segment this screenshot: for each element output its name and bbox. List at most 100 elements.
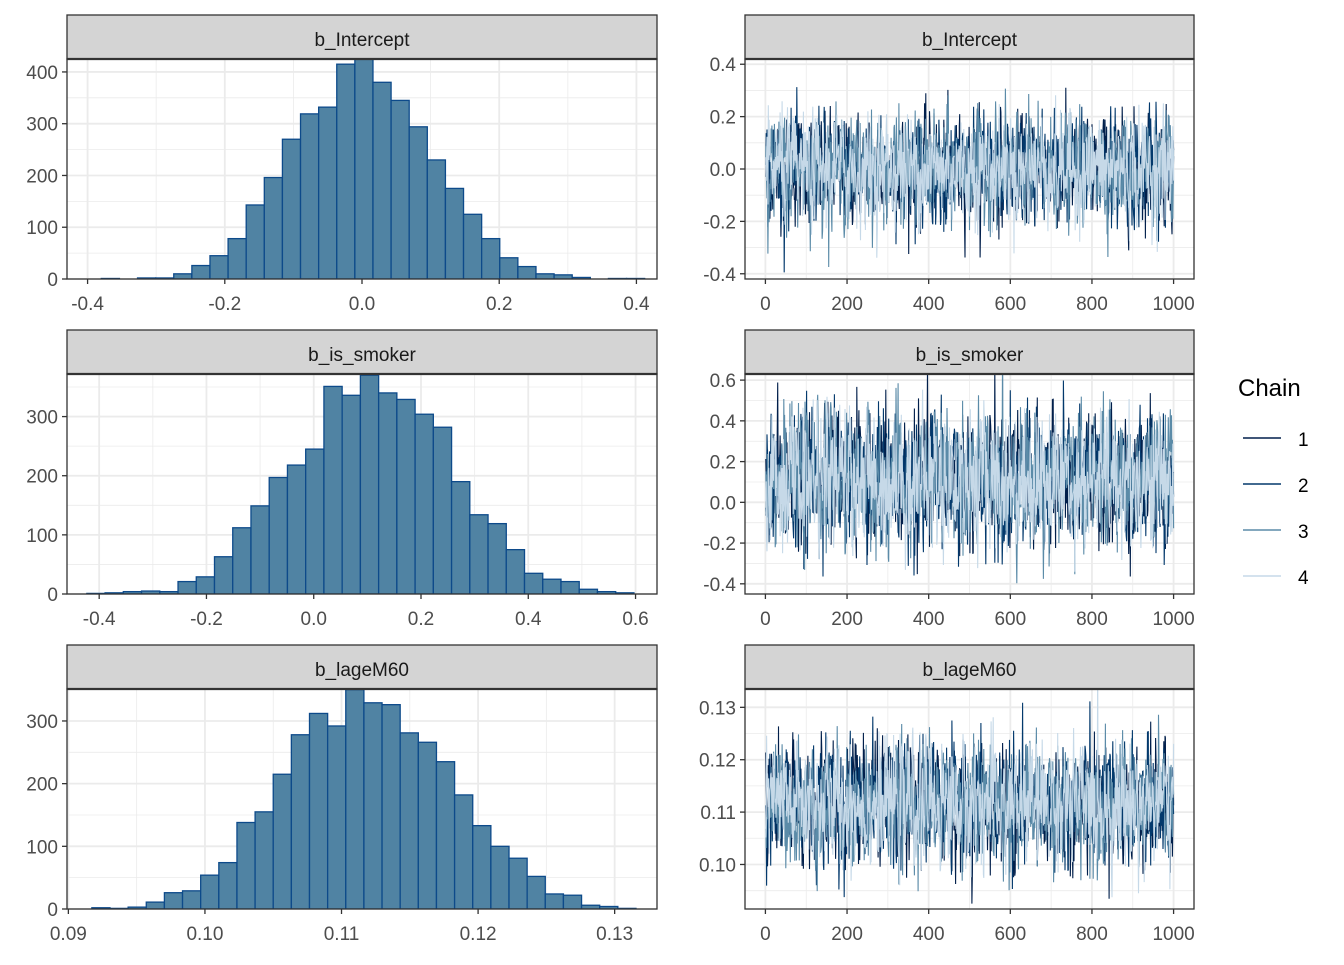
x-tick-label: 0.2 <box>486 294 512 315</box>
y-tick-label: 0.13 <box>699 698 736 719</box>
x-tick-label: 0.4 <box>623 294 650 315</box>
y-tick-label: -0.4 <box>703 265 736 286</box>
histogram-bar <box>450 480 471 594</box>
histogram-bar <box>508 857 528 909</box>
y-tick-label: 0.2 <box>710 108 736 129</box>
y-tick-label: 100 <box>26 526 58 547</box>
histogram-bar <box>323 385 343 594</box>
y-tick-label: 200 <box>26 467 58 488</box>
y-tick-label: 300 <box>26 712 58 733</box>
histogram-bar <box>305 448 325 594</box>
histogram-bar <box>578 588 599 594</box>
histogram-bar <box>218 861 238 909</box>
y-tick-label: 200 <box>26 775 58 796</box>
panel-trace-b_is_smoker: b_is_smoker 0 200 400 600 800 1000 -0.4 -0.2 0.0 0… <box>703 329 1195 630</box>
x-tick-label: 600 <box>994 609 1026 630</box>
x-tick-label: 600 <box>994 924 1026 945</box>
y-tick-label: 0.4 <box>710 412 737 433</box>
x-tick-label: 400 <box>913 609 945 630</box>
y-tick-label: 0.12 <box>699 751 736 772</box>
histogram-bar <box>299 113 320 279</box>
histogram-bar <box>469 514 489 594</box>
histogram-bar <box>145 901 166 909</box>
histogram-bar <box>359 374 380 594</box>
facet-strip <box>744 14 1195 60</box>
x-tick-label: 400 <box>913 294 945 315</box>
histogram-bar <box>336 63 356 279</box>
panels: b_Intercept -0.4 -0.2 0.0 0.2 0.4 0 100 200 300 40… <box>26 14 1195 945</box>
histogram-bar <box>377 392 398 594</box>
legend-label-chain-3: 3 <box>1298 522 1309 543</box>
histogram-bar <box>414 413 434 594</box>
histogram-bar <box>290 734 311 909</box>
histogram-bar <box>272 773 293 909</box>
histogram-bar <box>245 204 265 279</box>
facet-strip <box>744 329 1195 375</box>
x-tick-label: 800 <box>1076 924 1108 945</box>
facet-strip-label: b_lageM60 <box>315 660 409 681</box>
facet-strip-label: b_Intercept <box>314 30 410 51</box>
histogram-bar <box>163 892 184 909</box>
x-tick-label: 800 <box>1076 294 1108 315</box>
y-tick-label: 100 <box>26 218 58 239</box>
histogram-bar <box>286 464 307 594</box>
y-tick-label: 0.6 <box>710 371 736 392</box>
x-tick-label: 1000 <box>1152 924 1194 945</box>
histogram-bar <box>526 875 546 909</box>
y-tick-label: 200 <box>26 166 58 187</box>
histogram-bar <box>372 81 392 279</box>
x-tick-label: 0 <box>760 294 771 315</box>
legend-label-chain-2: 2 <box>1298 476 1309 497</box>
histogram-bar <box>268 476 289 594</box>
histogram-bar <box>542 578 562 594</box>
panel-histogram-b_Intercept: b_Intercept -0.4 -0.2 0.0 0.2 0.4 0 100 200 300 40… <box>26 14 658 315</box>
x-tick-label: -0.4 <box>71 294 104 315</box>
histogram-bar <box>426 159 447 279</box>
x-tick-label: 0.2 <box>408 609 434 630</box>
histogram-bar <box>453 794 474 909</box>
trace-lines <box>765 87 1175 273</box>
trace-line-chain-4 <box>765 95 1175 258</box>
histogram-bar <box>354 59 374 279</box>
y-tick-label: 300 <box>26 408 58 429</box>
trace-line-chain-4 <box>765 689 1175 898</box>
y-tick-label: -0.2 <box>703 534 736 555</box>
histogram-bar <box>227 237 247 279</box>
y-tick-label: 0 <box>47 270 58 291</box>
legend-label-chain-1: 1 <box>1298 430 1309 451</box>
histogram-bar <box>263 176 284 279</box>
histogram-bar <box>499 257 519 279</box>
facet-strip <box>744 644 1195 690</box>
x-tick-label: -0.2 <box>208 294 241 315</box>
histogram-bar <box>341 394 362 594</box>
x-tick-label: 0.12 <box>460 924 497 945</box>
panel-trace-b_Intercept: b_Intercept 0 200 400 600 800 1000 -0.4 -0.2 0.0 0… <box>703 14 1195 315</box>
y-tick-label: 0.11 <box>700 803 736 824</box>
histogram-bar <box>472 824 492 909</box>
histogram-bar <box>173 273 193 279</box>
x-tick-label: 0.6 <box>622 609 648 630</box>
y-tick-label: -0.2 <box>703 212 736 233</box>
histogram-bar <box>209 255 229 279</box>
x-tick-label: 1000 <box>1152 609 1194 630</box>
x-tick-label: -0.2 <box>190 609 223 630</box>
histogram-bar <box>535 273 555 279</box>
y-tick-label: -0.4 <box>703 575 736 596</box>
histogram-bars <box>91 689 637 909</box>
x-tick-label: 600 <box>994 294 1026 315</box>
histogram-bar <box>487 522 507 594</box>
x-tick-label: 800 <box>1076 609 1108 630</box>
panel-histogram-b_is_smoker: b_is_smoker -0.4 -0.2 0.0 0.2 0.4 0.6 0 100 200 30… <box>26 329 658 630</box>
x-tick-label: 0.11 <box>324 924 360 945</box>
histogram-bar <box>505 548 526 594</box>
y-tick-label: 0.0 <box>710 160 736 181</box>
legend-title: Chain <box>1238 375 1301 402</box>
histogram-bar <box>195 576 216 594</box>
histogram-bar <box>560 580 580 594</box>
histogram-bar <box>213 556 234 594</box>
facet-strip-label: b_Intercept <box>922 30 1018 51</box>
x-tick-label: 0.0 <box>301 609 327 630</box>
panel-trace-b_lageM60: b_lageM60 0 200 400 600 800 1000 0.10 0.11 0.12 0.… <box>699 644 1195 945</box>
x-tick-label: 400 <box>913 924 945 945</box>
